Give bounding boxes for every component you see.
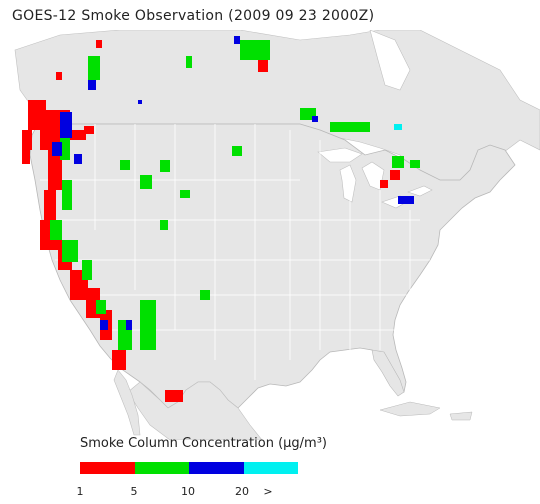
legend-swatch-1 [80,462,135,474]
legend-tick-10: 10 [181,485,195,498]
legend-tick-gt: > [263,485,273,498]
smoke-blue [52,36,414,330]
legend-tick-1: 1 [76,485,84,498]
smoke-cyan [394,124,402,130]
map-canvas [14,30,540,440]
legend-title: Smoke Column Concentration (μg/m³) [80,436,327,451]
legend-tick-5: 5 [130,485,138,498]
legend-tick-20: 20 [235,485,249,498]
state-borders [40,124,430,380]
legend-color-bar [80,462,298,474]
caribbean-islands [379,401,473,421]
legend-swatch-4 [243,462,298,474]
legend-swatch-3 [189,462,244,474]
smoke-green [50,40,420,350]
mexico-land [127,381,263,440]
legend-swatch-2 [134,462,189,474]
figure-title: GOES-12 Smoke Observation (2009 09 23 20… [12,8,375,24]
baja-land [113,369,141,436]
great-lakes [317,147,433,209]
hudson-bay-water [369,30,411,91]
florida-land [371,349,405,397]
